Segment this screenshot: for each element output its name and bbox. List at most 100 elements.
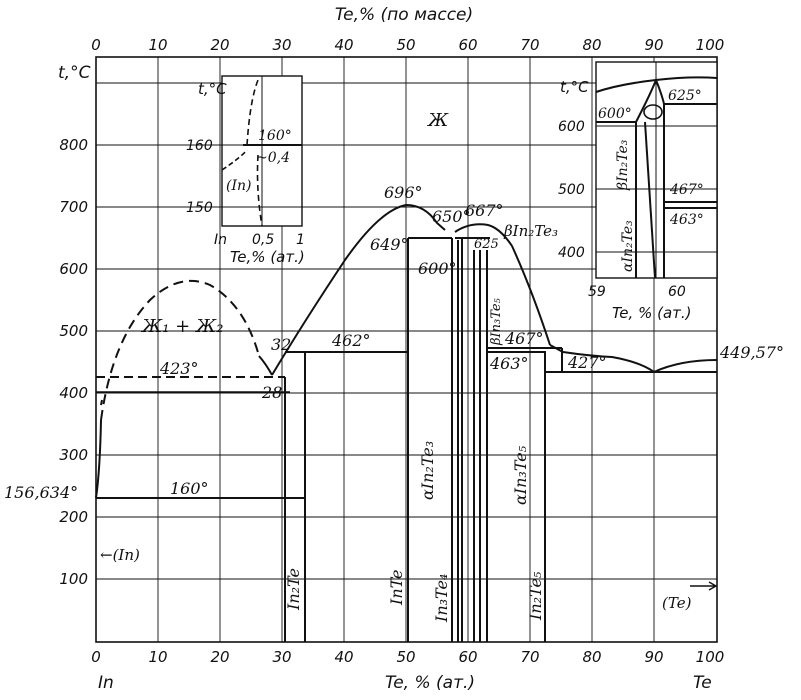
c28-label: 28 <box>261 383 282 402</box>
right-inset-467: 467° <box>669 182 704 198</box>
right-inset-463: 463° <box>669 212 704 228</box>
phase-b-in3te5: βIn₃Te₅ <box>489 297 504 346</box>
y-tick-100: 100 <box>59 570 88 588</box>
top-tick-100: 100 <box>696 36 725 54</box>
region-labels: Ж Ж₁ + Ж₂ 696° 667° 650° 649° 625 600° 4… <box>4 110 784 612</box>
t600-label: 600° <box>418 259 457 278</box>
left-inset-y-title: t,°C <box>198 80 227 98</box>
bottom-tick-80: 80 <box>582 648 601 666</box>
phase-a-in2te3: αIn₂Te₃ <box>418 441 437 500</box>
t650-label: 650° <box>432 207 471 226</box>
phase-in2te: In₂Te <box>284 568 303 611</box>
two-liquids-label: Ж₁ + Ж₂ <box>140 316 223 337</box>
left-inset-x-05: 0,5 <box>252 232 274 248</box>
top-tick-20: 20 <box>210 36 229 54</box>
t463-label: 463° <box>489 354 529 373</box>
bottom-tick-70: 70 <box>520 648 539 666</box>
right-inset-tick-500: 500 <box>558 182 585 198</box>
t467-label: 467° <box>504 329 544 348</box>
t160-label: 160° <box>170 479 209 498</box>
top-axis-title: Te,% (по массе) <box>335 5 473 25</box>
te-side-arrow <box>690 581 718 591</box>
right-inset-y-title: t,°C <box>560 78 589 96</box>
left-inset-x-in: In <box>214 232 227 248</box>
right-inset-alpha: αIn₂Te₃ <box>620 220 636 272</box>
top-tick-50: 50 <box>396 36 415 54</box>
t156-label: 156,634° <box>4 483 78 502</box>
t625-label: 625 <box>474 237 499 252</box>
top-tick-70: 70 <box>520 36 539 54</box>
right-element: Te <box>693 673 712 693</box>
right-inset: t,°C 600 500 400 59 60 Te, % (ат.) 625° … <box>558 61 718 322</box>
top-axis-ticks: 0 10 20 30 40 50 60 70 80 90 100 <box>91 36 724 54</box>
phase-a-in3te5: αIn₃Te₅ <box>511 445 530 505</box>
liquidus <box>95 203 718 499</box>
t696-label: 696° <box>384 183 423 202</box>
plot-frame <box>95 56 718 643</box>
left-inset-in: (In) <box>226 178 251 194</box>
phase-in2te5: In₂Te₅ <box>526 571 545 621</box>
bottom-axis-title: Te, % (ат.) <box>385 673 475 693</box>
bottom-axis-ticks: 0 10 20 30 40 50 60 70 80 90 100 <box>91 648 724 666</box>
phase-in3te4: In₃Te₄ <box>432 574 451 623</box>
right-inset-tick-400: 400 <box>558 245 585 261</box>
miscibility-gap <box>100 279 260 421</box>
t427-label: 427° <box>567 353 607 372</box>
y-axis-ticks: 100 200 300 400 500 600 700 800 <box>59 136 88 588</box>
top-tick-90: 90 <box>644 36 663 54</box>
top-tick-0: 0 <box>91 36 101 54</box>
top-tick-60: 60 <box>458 36 477 54</box>
y-tick-400: 400 <box>59 384 88 402</box>
top-tick-30: 30 <box>272 36 291 54</box>
t423-label: 423° <box>159 359 199 378</box>
left-element: In <box>98 673 114 693</box>
y-tick-200: 200 <box>59 508 88 526</box>
left-inset-tick-160: 160 <box>186 138 213 154</box>
right-inset-x-59: 59 <box>588 284 606 300</box>
right-inset-x-title: Te, % (ат.) <box>612 304 692 322</box>
t649-label: 649° <box>370 235 409 254</box>
top-tick-80: 80 <box>582 36 601 54</box>
left-inset: t,°C 160 150 In 0,5 1 Te,% (ат.) 160° ~0… <box>186 75 305 266</box>
te-side-label: (Te) <box>662 594 692 612</box>
bottom-tick-60: 60 <box>458 648 477 666</box>
bottom-tick-40: 40 <box>334 648 353 666</box>
y-axis-title: t,°C <box>58 63 91 83</box>
y-tick-500: 500 <box>59 322 88 340</box>
left-inset-x-1: 1 <box>296 232 305 248</box>
y-tick-700: 700 <box>59 198 88 216</box>
right-inset-beta: βIn₂Te₃ <box>615 139 631 191</box>
phase-labels: In₂Te InTe In₃Te₄ In₂Te₅ αIn₂Te₃ αIn₃Te₅… <box>284 222 558 623</box>
left-inset-tick-150: 150 <box>186 200 213 216</box>
bottom-tick-50: 50 <box>396 648 415 666</box>
in-side-label: ←(In) <box>100 546 140 564</box>
right-inset-625: 625° <box>668 88 702 104</box>
left-inset-160: 160° <box>258 128 292 144</box>
bottom-tick-0: 0 <box>91 648 101 666</box>
isotherms <box>96 237 717 499</box>
phase-b-in2te3: βIn₂Te₃ <box>503 222 558 240</box>
right-inset-600: 600° <box>598 106 632 122</box>
y-tick-800: 800 <box>59 136 88 154</box>
bottom-tick-100: 100 <box>696 648 725 666</box>
bottom-tick-30: 30 <box>272 648 291 666</box>
top-tick-10: 10 <box>148 36 167 54</box>
t462-label: 462° <box>331 331 371 350</box>
t667-label: 667° <box>465 201 504 220</box>
right-inset-tick-600: 600 <box>558 119 585 135</box>
liquid-label: Ж <box>426 110 449 131</box>
c32-label: 32 <box>271 335 291 354</box>
t449-label: 449,57° <box>719 343 784 362</box>
bottom-tick-20: 20 <box>210 648 229 666</box>
bottom-tick-90: 90 <box>644 648 663 666</box>
left-inset-x-title: Te,% (ат.) <box>230 248 305 266</box>
y-tick-300: 300 <box>59 446 88 464</box>
right-inset-x-60: 60 <box>668 284 686 300</box>
phase-lines <box>284 238 563 642</box>
bottom-tick-10: 10 <box>148 648 167 666</box>
top-tick-40: 40 <box>334 36 353 54</box>
grid <box>96 57 717 642</box>
phase-inte: InTe <box>387 569 406 606</box>
left-inset-04: ~0,4 <box>256 150 290 166</box>
